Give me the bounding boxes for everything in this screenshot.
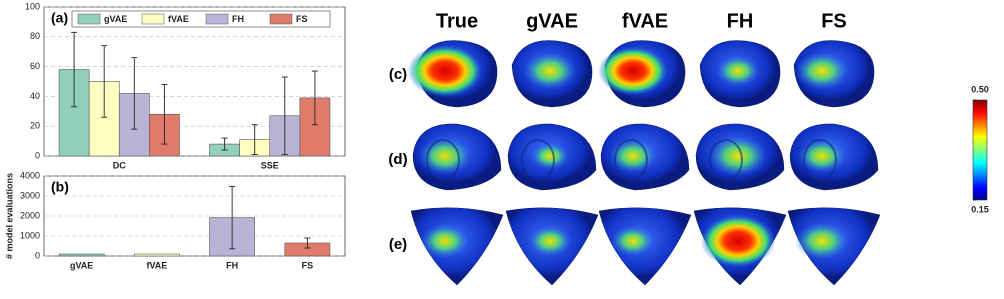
y-tick-label: 60 [30,61,40,71]
row-label: (e) [389,236,407,253]
activation-spot [530,142,570,170]
activation-spot [418,137,472,175]
activation-spot [716,55,760,87]
activation-spot [700,214,776,268]
column-title: gVAE [526,10,578,32]
valve-ring [521,139,555,181]
activation-spot [598,46,668,96]
activation-spot [797,138,847,174]
colorbar-label: 0.50 [971,84,989,94]
activation-spot [708,135,768,177]
column-title: FH [727,10,754,32]
legend-swatch [205,13,229,25]
x-tick-label: fVAE [146,260,167,270]
activation-spot [611,225,655,257]
activation-spot [407,44,483,98]
panel-label: (b) [51,179,69,195]
y-tick-label: 3000 [20,190,40,200]
colorbar-label: 0.15 [971,204,989,214]
column-title: True [436,10,478,32]
activation-spot [608,138,658,174]
legend-label: FH [232,14,244,24]
row-label: (d) [388,151,407,168]
column-title: fVAE [622,10,668,32]
bar [134,253,180,257]
row-label: (c) [389,66,407,83]
y-tick-label: 2000 [20,210,40,220]
y-tick-label: 1000 [20,230,40,240]
y-tick-label: 100 [25,1,40,11]
valve-ring [426,139,460,181]
colorbar [972,99,988,201]
x-tick-label: DC [113,160,126,170]
panel-label: (a) [51,10,68,26]
y-tick-label: 4000 [20,170,40,180]
legend-swatch [141,13,165,25]
activation-spot [795,52,849,90]
heart-panel: True gVAE fVAE FH FS (c) (d) (e) [388,10,881,286]
valve-ring [614,139,648,181]
bar [58,253,105,257]
y-tick-label: 40 [30,91,40,101]
y-axis-label: # model evaluations [4,173,14,259]
x-tick-label: FH [226,260,238,270]
legend-box [71,10,331,28]
legend-label: gVAE [104,14,127,24]
y-tick-label: 0 [35,250,40,260]
activation-spot [420,223,470,259]
legend-label: FS [296,14,308,24]
column-title: FS [821,10,847,32]
activation-spot [523,52,577,90]
activation-spot [795,222,849,260]
x-tick-label: FS [302,260,314,270]
x-tick-label: SSE [261,160,279,170]
x-tick-label: gVAE [70,260,93,270]
legend-swatch [269,13,293,25]
charts: 0 20 40 60 80 100 DC SSE (a) gVAE fVAE FH FS 0 1000 200… [4,1,988,270]
y-tick-label: 20 [30,121,40,131]
legend-label: fVAE [168,14,189,24]
y-tick-label: 80 [30,31,40,41]
valve-ring [803,139,837,181]
y-tick-label: 0 [35,150,40,160]
legend-swatch [77,13,101,25]
valve-ring [709,139,743,181]
activation-spot [528,225,572,257]
